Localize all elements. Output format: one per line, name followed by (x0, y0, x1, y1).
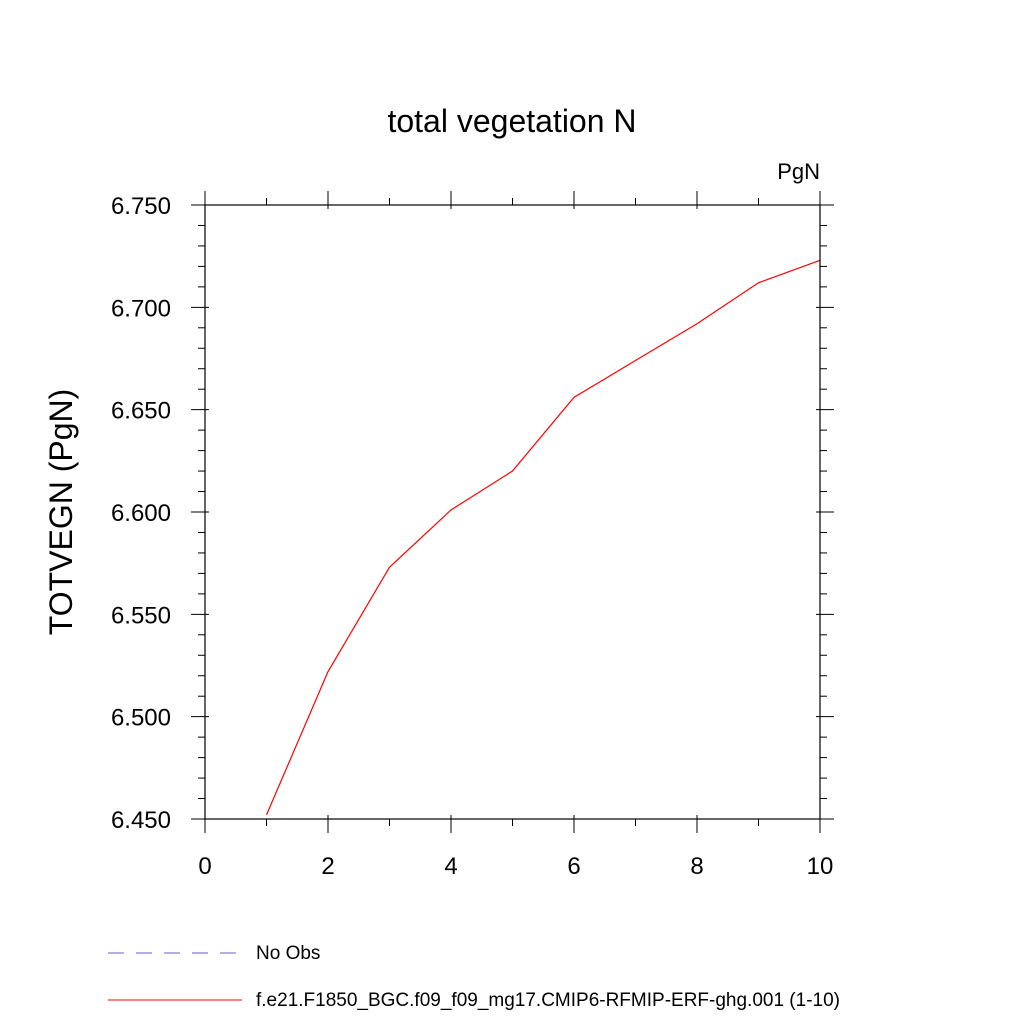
y-tick-label: 6.700 (111, 295, 171, 322)
y-tick-label: 6.450 (111, 807, 171, 834)
legend: No Obs f.e21.F1850_BGC.f09_f09_mg17.CMIP… (108, 943, 840, 1011)
plot-series (265, 259, 821, 816)
axis-tick-labels: 0 2 4 6 8 10 6.450 6.500 6.550 6.600 6.650 6.700 6.7… (111, 193, 833, 880)
plot-frame (204, 204, 821, 820)
x-tick-label: 0 (198, 853, 211, 880)
series-line (265, 259, 821, 816)
x-tick-label: 6 (567, 853, 580, 880)
y-tick-label: 6.500 (111, 705, 171, 732)
units-label: PgN (777, 159, 820, 184)
legend-label-model-run: f.e21.F1850_BGC.f09_f09_mg17.CMIP6-RFMIP… (256, 990, 840, 1011)
y-tick-label: 6.750 (111, 193, 171, 220)
x-tick-label: 8 (690, 853, 703, 880)
x-tick-label: 10 (807, 853, 834, 880)
y-axis-label: TOTVEGN (PgN) (43, 389, 79, 636)
y-tick-label: 6.600 (111, 500, 171, 527)
x-tick-label: 2 (321, 853, 334, 880)
y-tick-label: 6.650 (111, 398, 171, 425)
chart-title: total vegetation N (387, 103, 636, 139)
x-tick-label: 4 (444, 853, 457, 880)
legend-label-no-obs: No Obs (256, 943, 320, 964)
axis-ticks (191, 191, 834, 833)
y-tick-label: 6.550 (111, 602, 171, 629)
